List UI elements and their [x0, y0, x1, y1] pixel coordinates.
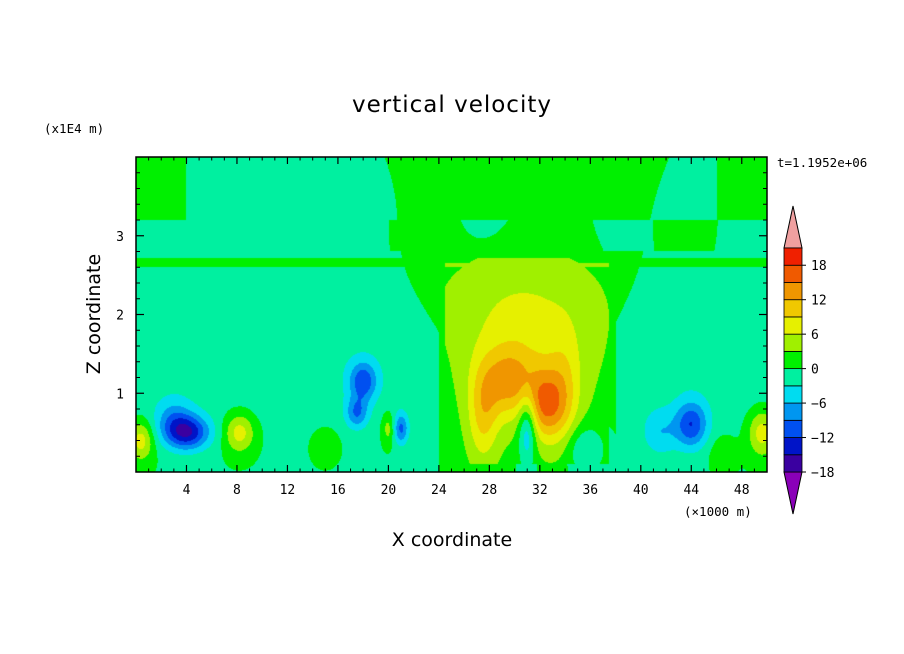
- x-tick-label: 20: [381, 483, 397, 498]
- x-tick-label: 44: [683, 483, 699, 498]
- y-axis: 1 2 3: [116, 172, 767, 457]
- colorbar: 18 12 6 0 −6 −12 −18: [783, 205, 834, 515]
- colorbar-min-triangle: [783, 471, 803, 515]
- colorbar-box: [783, 264, 803, 283]
- x-tick-label: 24: [431, 483, 447, 498]
- x-unit-label: (×1000 m): [684, 504, 752, 519]
- colorbar-box: [783, 316, 803, 335]
- colorbar-box: [783, 350, 803, 370]
- chart-title: vertical velocity: [352, 92, 552, 118]
- colorbar-box: [783, 419, 803, 438]
- y-unit-label: (x1E4 m): [44, 121, 104, 136]
- colorbar-box: [783, 247, 803, 266]
- colorbar-box: [783, 385, 803, 404]
- colorbar-box: [783, 299, 803, 318]
- x-tick-label: 8: [233, 483, 241, 498]
- contour-field: [136, 157, 767, 472]
- colorbar-tick-label: 18: [811, 259, 827, 274]
- colorbar-tick-label: 0: [811, 363, 819, 378]
- time-label: t=1.1952e+06: [777, 155, 867, 170]
- x-axis-title: X coordinate: [392, 529, 512, 551]
- colorbar-box: [783, 282, 803, 301]
- colorbar-tick-label: 12: [811, 294, 827, 309]
- colorbar-box: [783, 333, 803, 352]
- y-axis-title: Z coordinate: [83, 254, 105, 374]
- x-axis: 4 8 12 16 20 24 28 32 36 40 44 48: [148, 157, 755, 498]
- colorbar-tick-label: −6: [811, 397, 827, 412]
- colorbar-max-triangle: [783, 205, 803, 249]
- colorbar-tick-label: −12: [811, 432, 834, 447]
- colorbar-box: [783, 402, 803, 421]
- x-tick-label: 36: [582, 483, 598, 498]
- colorbar-box: [783, 368, 803, 387]
- x-tick-label: 12: [280, 483, 296, 498]
- y-tick-label: 3: [116, 230, 124, 245]
- contour-field-image: [136, 157, 767, 472]
- colorbar-box: [783, 454, 803, 473]
- colorbar-tick-label: 6: [811, 328, 819, 343]
- x-tick-label: 32: [532, 483, 548, 498]
- y-tick-label: 2: [116, 309, 124, 324]
- x-tick-label: 4: [183, 483, 191, 498]
- x-tick-label: 28: [482, 483, 498, 498]
- x-tick-label: 48: [734, 483, 750, 498]
- y-tick-label: 1: [116, 387, 124, 402]
- x-tick-label: 40: [633, 483, 649, 498]
- x-tick-label: 16: [330, 483, 346, 498]
- colorbar-box: [783, 437, 803, 456]
- colorbar-tick-label: −18: [811, 466, 834, 481]
